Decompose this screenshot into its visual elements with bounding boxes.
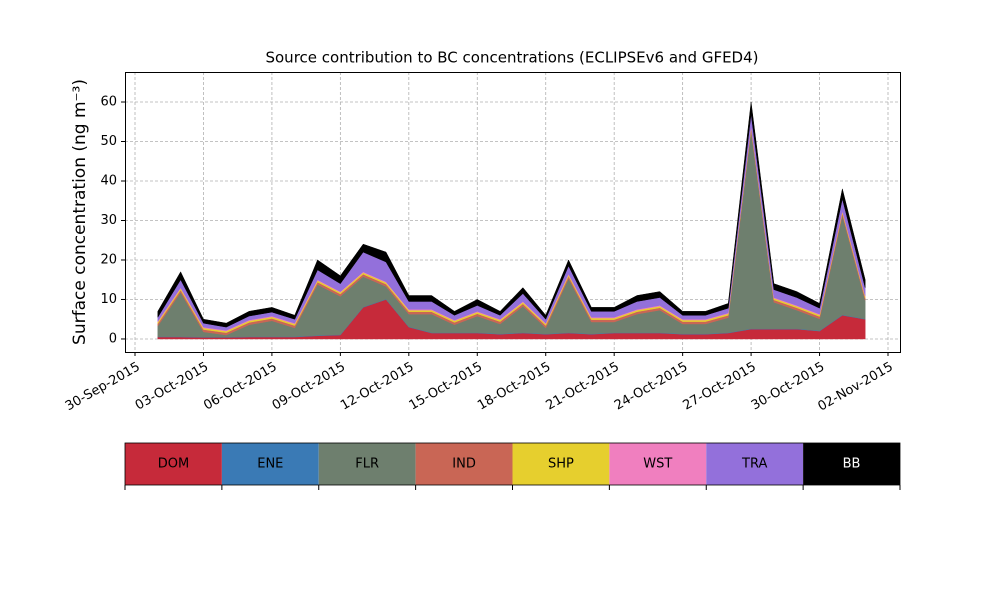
legend-swatch [512, 443, 610, 485]
legend-label: WST [643, 457, 672, 472]
x-tick-label: 30-Oct-2015 [749, 360, 827, 414]
plot-area: 0 10 20 30 40 50 60 30-Sep-201503-Oct-201506-Oc… [63, 72, 900, 415]
x-tick-label: 03-Oct-2015 [133, 360, 211, 414]
x-tick-label: 09-Oct-2015 [270, 360, 348, 414]
x-tick-label: 24-Oct-2015 [612, 360, 690, 414]
axes-frame [125, 72, 901, 353]
y-tick-label: 20 [100, 252, 117, 267]
legend-label: ENE [257, 457, 283, 472]
legend-label: IND [452, 457, 476, 472]
y-tick-label: 0 [109, 331, 117, 346]
x-tick-label: 18-Oct-2015 [475, 360, 553, 414]
legend-swatch [318, 443, 416, 485]
y-axis-label: Surface concentration (ng m⁻³) [70, 79, 90, 345]
legend-frame [124, 442, 901, 486]
y-tick-label: 30 [100, 213, 117, 228]
legend-label: SHP [548, 457, 574, 472]
y-tick-label: 60 [100, 95, 117, 110]
legend-swatch [706, 443, 804, 485]
legend-swatch [803, 443, 900, 485]
x-tick-label: 15-Oct-2015 [407, 360, 485, 414]
legend-label: TRA [741, 457, 767, 472]
x-tick-label: 06-Oct-2015 [201, 360, 279, 414]
legend: DOM ENE FLR IND SHP WST TRA BB [124, 442, 901, 490]
legend-label: FLR [355, 457, 379, 472]
x-tick-label: 30-Sep-2015 [63, 360, 143, 415]
x-tick-label: 21-Oct-2015 [544, 360, 622, 414]
x-tick-label: 12-Oct-2015 [338, 360, 416, 414]
legend-swatch [609, 443, 707, 485]
legend-swatch [415, 443, 513, 485]
x-tick-label: 27-Oct-2015 [680, 360, 758, 414]
x-tick-label: 02-Nov-2015 [815, 360, 895, 415]
legend-label: DOM [158, 457, 189, 472]
y-tick-label: 50 [100, 134, 117, 149]
area-bb [157, 101, 866, 328]
legend-swatch [125, 443, 222, 485]
legend-swatch [221, 443, 319, 485]
chart-title: Source contribution to BC concentrations… [265, 49, 758, 67]
y-tick-label: 40 [100, 173, 117, 188]
y-tick-label: 10 [100, 292, 117, 307]
legend-label: BB [843, 457, 861, 472]
